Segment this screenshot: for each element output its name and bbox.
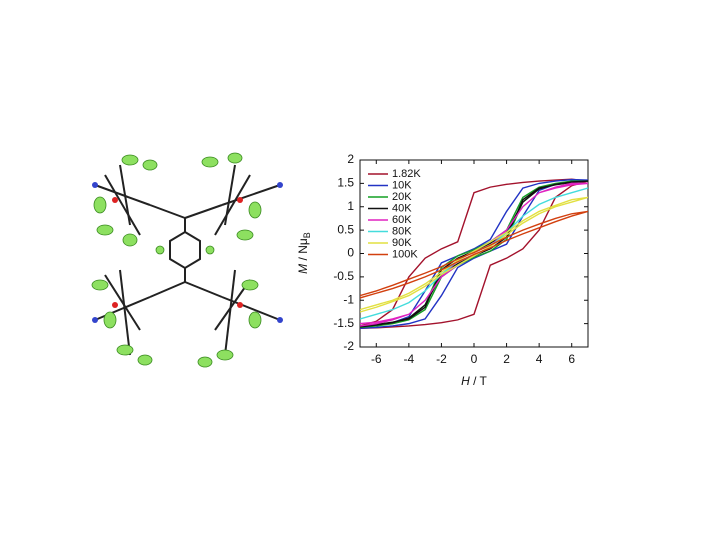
bond <box>184 204 223 219</box>
y-tick-label: -1 <box>343 292 354 306</box>
bond <box>149 281 186 298</box>
y-tick-label: 1 <box>347 199 354 213</box>
x-tick-label: 0 <box>471 352 478 366</box>
y-axis-label: M / NμB <box>296 232 312 274</box>
series-line <box>360 196 588 313</box>
y-tick-label: -1.5 <box>333 316 354 330</box>
other-atoms <box>92 182 283 323</box>
legend-label: 90K <box>392 237 412 249</box>
benzene-ring <box>169 230 201 270</box>
bond <box>184 281 223 298</box>
x-axis-label-italic: H <box>461 374 470 388</box>
legend-label: 60K <box>392 214 412 226</box>
x-tick-label: 4 <box>536 352 543 366</box>
y-axis-label-sub: B <box>302 232 312 238</box>
bond <box>94 296 151 321</box>
y-tick-label: -0.5 <box>333 269 354 283</box>
bond <box>94 184 151 206</box>
x-tick-label: -2 <box>436 352 447 366</box>
metal-complex <box>104 164 251 356</box>
x-tick-label: -6 <box>371 352 382 366</box>
x-tick-label: 6 <box>568 352 575 366</box>
y-axis-label-italic: M <box>296 264 310 274</box>
x-axis-label-text: / T <box>470 374 488 388</box>
y-tick-label: 2 <box>347 152 354 166</box>
series-line <box>360 210 588 299</box>
y-tick-label: 0.5 <box>337 222 354 236</box>
legend-label: 80K <box>392 225 412 237</box>
y-tick-label: 1.5 <box>337 176 354 190</box>
series-line <box>360 187 588 320</box>
y-tick-label: 0 <box>347 246 354 260</box>
series-line <box>360 182 588 327</box>
legend-label: 40K <box>392 202 412 214</box>
legend-label: 100K <box>392 248 418 260</box>
legend-label: 1.82K <box>392 168 421 180</box>
y-tick-label: -2 <box>343 339 354 353</box>
x-tick-label: -4 <box>404 352 415 366</box>
x-axis-label: H / T <box>461 374 487 388</box>
bond <box>149 204 186 219</box>
x-tick-label: 2 <box>503 352 510 366</box>
bond <box>221 184 281 206</box>
legend-label: 10K <box>392 179 412 191</box>
legend-label: 20K <box>392 191 412 203</box>
series-line <box>360 178 588 329</box>
molecule-structure <box>94 164 281 356</box>
fluorine-atoms <box>91 152 262 368</box>
y-axis-label-text: / Nμ <box>296 238 310 264</box>
